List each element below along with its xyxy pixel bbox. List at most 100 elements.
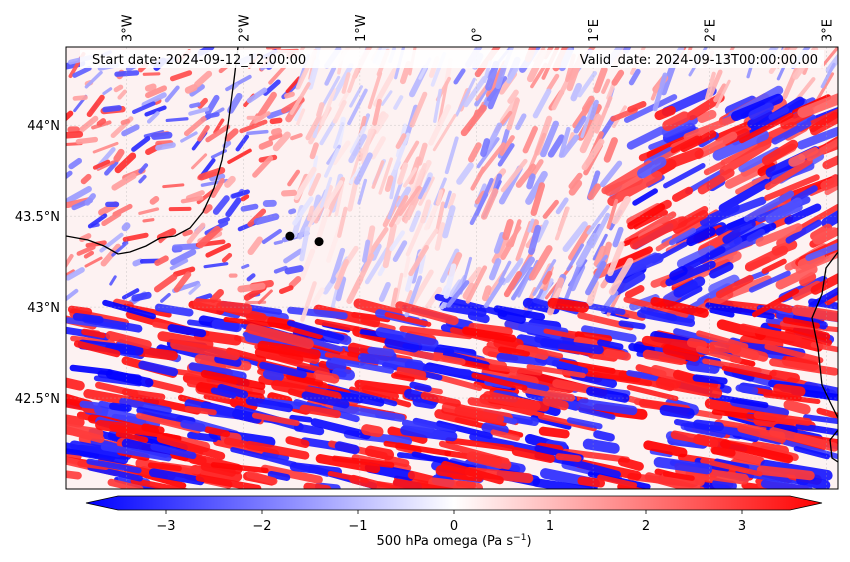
omega-cell — [507, 89, 519, 104]
omega-cell — [617, 457, 644, 471]
omega-cell — [392, 240, 408, 262]
omega-cell — [593, 66, 608, 94]
omega-cell — [443, 190, 452, 209]
omega-cell — [428, 104, 452, 146]
omega-cell — [334, 182, 345, 217]
omega-cell — [408, 244, 429, 277]
coastline-path — [66, 47, 239, 255]
omega-cell — [212, 195, 230, 215]
omega-cell — [319, 176, 333, 209]
omega-cell — [393, 95, 404, 110]
omega-cell — [566, 243, 585, 272]
omega-cell — [96, 118, 107, 127]
omega-cell — [315, 454, 381, 474]
omega-cell — [479, 372, 550, 392]
omega-cell — [262, 199, 277, 208]
omega-cell — [197, 97, 208, 109]
omega-cell — [462, 327, 517, 343]
omega-cell — [252, 155, 274, 178]
omega-cell — [334, 441, 360, 455]
omega-cell — [100, 443, 172, 462]
omega-cell — [538, 426, 570, 439]
omega-cell — [247, 236, 263, 256]
omega-cell — [284, 265, 304, 275]
omega-cell — [442, 205, 456, 239]
omega-cell — [791, 304, 838, 323]
omega-cell — [357, 178, 368, 205]
omega-cell — [66, 186, 92, 204]
omega-cell — [466, 451, 512, 471]
omega-cell — [183, 115, 207, 137]
colorbar-label: 500 hPa omega (Pa s−1) — [376, 533, 531, 549]
omega-cell — [180, 419, 206, 432]
omega-cell — [775, 264, 818, 290]
omega-cell — [66, 375, 85, 391]
omega-cell — [180, 131, 198, 143]
omega-cell — [388, 195, 409, 228]
omega-cell — [555, 453, 582, 462]
omega-cell — [164, 85, 180, 103]
omega-cell — [306, 337, 344, 352]
omega-cell — [418, 253, 426, 274]
omega-cell — [239, 119, 268, 134]
lat-tick-label: 42.5°N — [15, 392, 60, 407]
omega-cell — [253, 213, 280, 225]
omega-cell — [497, 143, 515, 167]
omega-cell — [542, 270, 553, 285]
omega-cell — [380, 90, 393, 106]
omega-cell — [589, 99, 599, 121]
omega-cell — [246, 87, 268, 104]
omega-cell — [141, 92, 167, 108]
lat-tick-label: 43.5°N — [15, 210, 60, 225]
omega-cell — [395, 133, 407, 149]
omega-cell — [333, 403, 406, 422]
omega-cell — [115, 431, 149, 443]
omega-cell — [299, 404, 342, 419]
omega-cell — [816, 407, 838, 420]
omega-cell — [122, 232, 149, 242]
omega-cell — [765, 197, 803, 224]
omega-cell — [618, 320, 646, 330]
colorbar: −3 −2 −1 0 1 2 3 500 hPa omega (Pa s−1) — [85, 495, 823, 549]
omega-cell — [471, 109, 480, 125]
omega-cell — [668, 227, 697, 246]
omega-cell — [785, 219, 822, 244]
omega-cell — [695, 345, 742, 364]
omega-cell — [227, 92, 243, 114]
omega-cell — [820, 62, 836, 89]
omega-cell — [542, 199, 559, 219]
omega-cell — [105, 369, 154, 388]
omega-cell — [144, 83, 157, 92]
omega-cell — [392, 478, 457, 489]
omega-cell — [558, 126, 571, 158]
longitude-labels: 3°W 2°W 1°W 0° 1°E 2°E 3°E — [121, 14, 836, 42]
omega-cell — [551, 73, 573, 111]
omega-cell — [790, 387, 838, 404]
omega-cell — [663, 163, 706, 189]
omega-cell — [121, 222, 131, 232]
omega-cell — [154, 303, 194, 317]
omega-cell — [586, 205, 610, 235]
omega-cell — [347, 176, 360, 212]
omega-cell — [405, 217, 426, 257]
omega-cell — [66, 197, 92, 209]
omega-cell — [202, 204, 213, 214]
omega-cell — [292, 196, 314, 226]
omega-cell — [432, 114, 457, 152]
omega-cell — [764, 343, 824, 364]
omega-cell — [285, 436, 310, 448]
omega-cell — [184, 405, 217, 416]
omega-cell — [107, 478, 144, 489]
coastline — [66, 47, 838, 463]
omega-cell — [721, 365, 773, 381]
omega-cell — [803, 381, 838, 402]
omega-cell — [561, 456, 621, 478]
omega-cell — [769, 358, 838, 376]
omega-cell — [586, 386, 630, 403]
omega-cell — [184, 84, 198, 94]
omega-cell — [189, 84, 205, 97]
omega-cell — [607, 241, 625, 277]
omega-cell — [364, 445, 395, 461]
omega-cell — [490, 429, 520, 441]
omega-cell — [314, 318, 361, 333]
